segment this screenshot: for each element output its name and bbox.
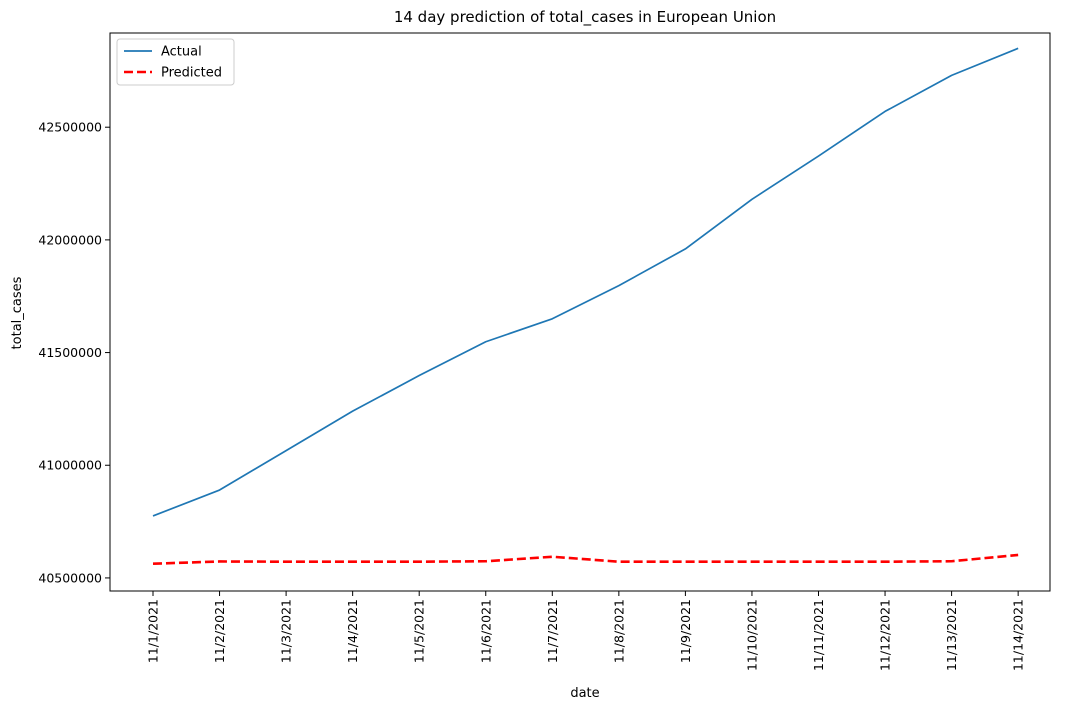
y-tick-label: 41500000 [38, 345, 102, 360]
y-tick-label: 42500000 [38, 120, 102, 135]
x-tick-label: 11/6/2021 [478, 599, 493, 663]
y-axis-label: total_cases [10, 276, 25, 349]
x-tick-label: 11/4/2021 [345, 599, 360, 663]
x-tick-label: 11/7/2021 [545, 599, 560, 663]
legend-label-actual: Actual [161, 45, 202, 60]
series-line-actual [152, 47, 1019, 517]
x-tick-label: 11/1/2021 [146, 599, 161, 663]
legend: Actual Predicted [116, 38, 235, 86]
x-tick-label: 11/12/2021 [878, 599, 893, 671]
x-tick-label: 11/10/2021 [744, 599, 759, 671]
chart-title: 14 day prediction of total_cases in Euro… [394, 8, 776, 27]
x-tick-label: 11/3/2021 [279, 599, 294, 663]
y-tick-label: 42000000 [38, 232, 102, 247]
x-tick-label: 11/8/2021 [611, 599, 626, 663]
x-tick-label: 11/9/2021 [678, 599, 693, 663]
x-tick-label: 11/5/2021 [412, 599, 427, 663]
x-tick-label: 11/14/2021 [1011, 599, 1026, 671]
x-axis-label: date [570, 686, 599, 701]
y-tick-label: 41000000 [38, 458, 102, 473]
plot-frame [109, 32, 1051, 592]
legend-label-predicted: Predicted [161, 66, 222, 81]
series-line-predicted [152, 553, 1019, 566]
x-tick-label: 11/13/2021 [944, 599, 959, 671]
x-tick-label: 11/11/2021 [811, 599, 826, 671]
x-tick-label: 11/2/2021 [212, 599, 227, 663]
plot-area: 40500000 41000000 41500000 42000000 42500000… [38, 32, 1051, 671]
y-tick-label: 40500000 [38, 570, 102, 585]
